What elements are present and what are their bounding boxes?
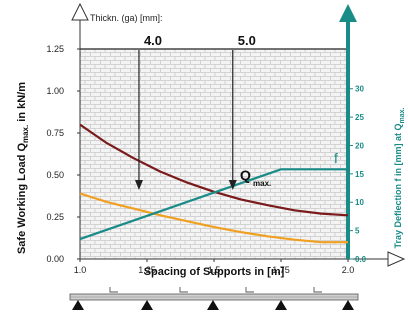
x-axis-arrow <box>387 251 406 267</box>
y2-tick-label: 10 <box>355 198 364 207</box>
y2-axis-arrow <box>339 4 357 22</box>
x-tick-label: 1.75 <box>272 265 290 275</box>
support-triangle-2 <box>207 300 219 310</box>
support-triangle-3 <box>275 300 287 310</box>
f-curve-label: f <box>334 150 338 166</box>
y2-tick-label: 25 <box>355 113 364 122</box>
x-tick-label: 2.0 <box>342 265 355 275</box>
thickness-arrowhead-1 <box>228 180 237 190</box>
y2-axis-label: Tray Deflection f in [mm] at Qmax. <box>393 107 406 248</box>
x-tick-label: 1.25 <box>138 265 156 275</box>
thickness-label-0: 4.0 <box>144 33 162 48</box>
y2-tick-label: 30 <box>355 85 364 94</box>
y-axis-arrow <box>71 2 89 21</box>
y2-tick-label: 15 <box>355 170 364 179</box>
y2-axis-line <box>346 18 350 259</box>
y-tick-label: 0.75 <box>46 128 64 138</box>
series-line-1 <box>79 192 348 244</box>
y2-tick-label: 0.0 <box>355 255 367 264</box>
x-tick-label: 1.0 <box>74 265 87 275</box>
support-triangle-4 <box>342 300 354 310</box>
qmax-curve-label-sub: max. <box>253 179 271 188</box>
thickness-axis-label: Thickn. (ga) [mm]: <box>90 13 163 23</box>
support-triangle-1 <box>141 300 153 310</box>
y-tick-label: 0.25 <box>46 212 64 222</box>
support-triangle-0 <box>72 300 84 310</box>
y-tick-label: 1.00 <box>46 86 64 96</box>
x-axis-label: Spacing of Supports in [m] <box>144 266 285 278</box>
y-tick-label: 1.25 <box>46 44 64 54</box>
thickness-label-1: 5.0 <box>238 33 256 48</box>
y-tick-label: 0.50 <box>46 170 64 180</box>
y-tick-label: 0.00 <box>46 254 64 264</box>
y2-tick-label: 5 <box>355 227 360 236</box>
x-tick-label: 1.5 <box>208 265 221 275</box>
series-line-2 <box>79 168 348 241</box>
y-axis-label: Safe Working Load Qmax. in kN/m <box>16 82 30 254</box>
qmax-curve-label: Q <box>240 167 251 183</box>
y2-tick-label: 20 <box>355 141 364 150</box>
thickness-arrowhead-0 <box>134 180 143 190</box>
support-brackets <box>109 287 322 293</box>
